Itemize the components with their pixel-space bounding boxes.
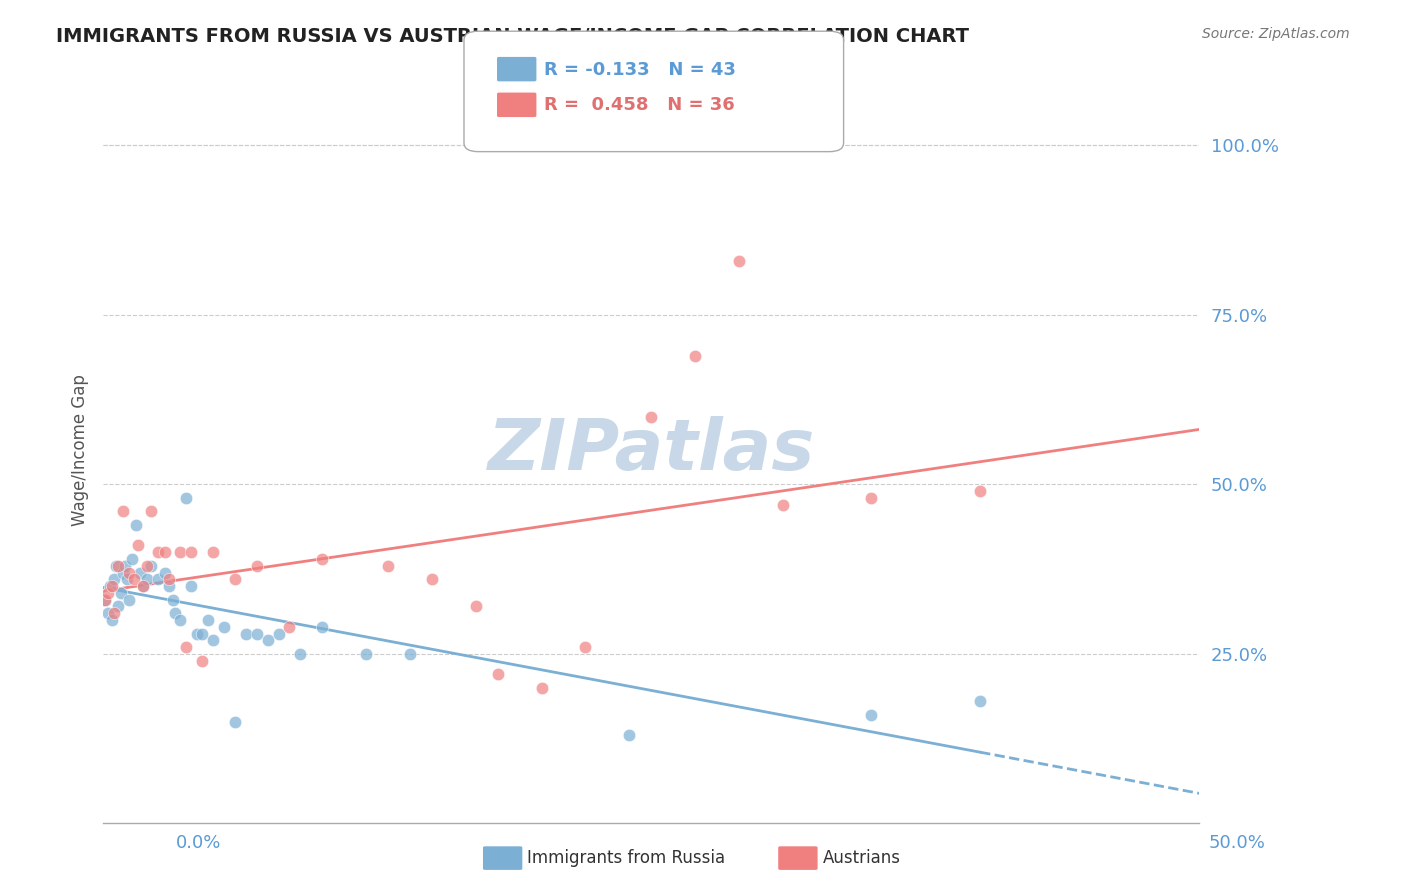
Point xyxy=(96,586,118,600)
Point xyxy=(201,633,224,648)
Point xyxy=(377,558,399,573)
Point xyxy=(235,626,257,640)
Text: R =  0.458   N = 36: R = 0.458 N = 36 xyxy=(544,96,735,114)
Point xyxy=(131,579,153,593)
Point xyxy=(103,606,125,620)
Point xyxy=(859,708,882,723)
Point xyxy=(127,538,149,552)
Point xyxy=(619,728,641,742)
Point xyxy=(146,545,169,559)
Point xyxy=(197,613,219,627)
Point xyxy=(246,626,269,640)
Point xyxy=(574,640,596,654)
Point xyxy=(141,504,163,518)
Point xyxy=(278,620,301,634)
Point xyxy=(118,566,141,580)
Point xyxy=(191,654,214,668)
Point xyxy=(125,518,148,533)
Point xyxy=(180,579,202,593)
Point xyxy=(246,558,269,573)
Point xyxy=(212,620,235,634)
Point xyxy=(728,253,751,268)
Text: R = -0.133   N = 43: R = -0.133 N = 43 xyxy=(544,61,735,78)
Point xyxy=(224,572,246,586)
Point xyxy=(420,572,443,586)
Point xyxy=(224,714,246,729)
Point xyxy=(486,667,509,681)
Point xyxy=(153,566,176,580)
Point xyxy=(859,491,882,505)
Point xyxy=(201,545,224,559)
Point xyxy=(118,592,141,607)
Point xyxy=(105,558,128,573)
Point xyxy=(311,620,333,634)
Point xyxy=(969,484,991,499)
Text: Immigrants from Russia: Immigrants from Russia xyxy=(527,849,725,867)
Point xyxy=(180,545,202,559)
Point xyxy=(256,633,278,648)
Point xyxy=(640,409,662,424)
Point xyxy=(176,640,198,654)
Point xyxy=(162,592,184,607)
Point xyxy=(131,579,153,593)
Point xyxy=(772,498,794,512)
Point xyxy=(107,558,129,573)
Point xyxy=(153,545,176,559)
Point xyxy=(129,566,152,580)
Point xyxy=(111,566,134,580)
Point xyxy=(117,572,139,586)
Point xyxy=(94,592,117,607)
Point xyxy=(169,545,191,559)
Point xyxy=(94,592,117,607)
Point xyxy=(683,349,706,363)
Point xyxy=(399,647,422,661)
Text: 50.0%: 50.0% xyxy=(1209,834,1265,852)
Point xyxy=(96,606,118,620)
Text: ZIPatlas: ZIPatlas xyxy=(488,416,815,485)
Point xyxy=(146,572,169,586)
Point xyxy=(165,606,187,620)
Point xyxy=(103,572,125,586)
Point xyxy=(176,491,198,505)
Point xyxy=(141,558,163,573)
Point xyxy=(191,626,214,640)
Text: Austrians: Austrians xyxy=(823,849,900,867)
Point xyxy=(110,586,132,600)
Point xyxy=(186,626,208,640)
Text: 0.0%: 0.0% xyxy=(176,834,221,852)
Point xyxy=(969,694,991,708)
Point xyxy=(101,579,124,593)
Point xyxy=(169,613,191,627)
Point xyxy=(98,579,121,593)
Text: IMMIGRANTS FROM RUSSIA VS AUSTRIAN WAGE/INCOME GAP CORRELATION CHART: IMMIGRANTS FROM RUSSIA VS AUSTRIAN WAGE/… xyxy=(56,27,969,45)
Point xyxy=(530,681,553,695)
Point xyxy=(136,572,159,586)
Point xyxy=(311,552,333,566)
Point xyxy=(157,579,180,593)
Point xyxy=(354,647,377,661)
Point xyxy=(267,626,290,640)
Point xyxy=(464,599,486,614)
Point xyxy=(114,558,136,573)
Point xyxy=(107,599,129,614)
Point xyxy=(121,552,143,566)
Text: Source: ZipAtlas.com: Source: ZipAtlas.com xyxy=(1202,27,1350,41)
Point xyxy=(111,504,134,518)
Point xyxy=(157,572,180,586)
Point xyxy=(136,558,159,573)
Point xyxy=(290,647,312,661)
Point xyxy=(101,613,124,627)
Point xyxy=(122,572,145,586)
Y-axis label: Wage/Income Gap: Wage/Income Gap xyxy=(72,375,89,526)
